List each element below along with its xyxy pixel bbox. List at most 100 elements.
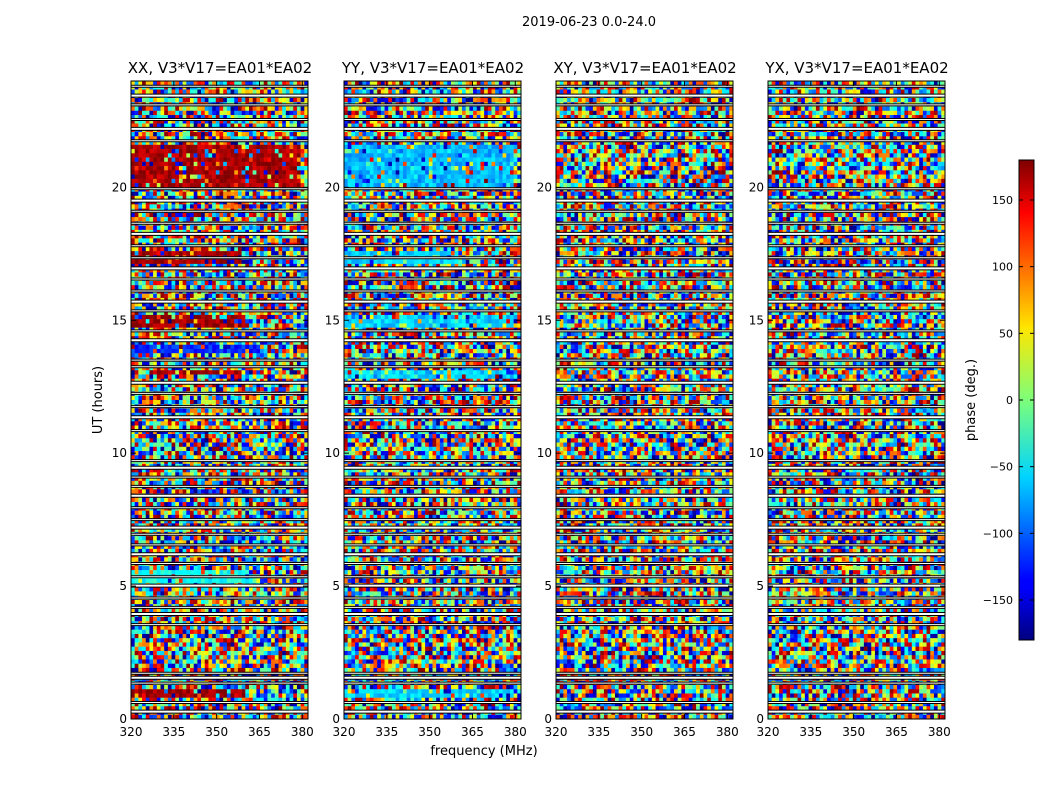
- phase-cell: [179, 247, 183, 252]
- phase-cell: [260, 170, 264, 175]
- phase-cell: [146, 162, 150, 167]
- phase-cell: [131, 204, 135, 209]
- phase-cell: [146, 315, 150, 320]
- phase-cell: [172, 374, 176, 379]
- phase-cell: [179, 447, 183, 452]
- phase-cell: [149, 332, 153, 337]
- phase-cell: [212, 447, 216, 452]
- phase-cell: [253, 438, 257, 443]
- phase-cell: [234, 438, 238, 443]
- phase-cell: [290, 111, 294, 116]
- phase-cell: [168, 170, 172, 175]
- phase-cell: [190, 153, 194, 158]
- phase-cell: [223, 345, 227, 350]
- phase-cell: [282, 145, 286, 150]
- phase-cell: [179, 192, 183, 197]
- phase-cell: [290, 247, 294, 252]
- phase-cell: [208, 285, 212, 290]
- phase-cell: [290, 374, 294, 379]
- phase-cell: [293, 323, 297, 328]
- phase-cell: [146, 166, 150, 171]
- phase-cell: [175, 238, 179, 243]
- phase-cell: [190, 481, 194, 486]
- phase-cell: [286, 192, 290, 197]
- phase-cell: [153, 349, 157, 354]
- phase-cell: [223, 421, 227, 426]
- phase-cell: [242, 226, 246, 231]
- phase-cell: [194, 226, 198, 231]
- phase-cell: [149, 272, 153, 277]
- phase-cell: [249, 158, 253, 163]
- phase-cell: [293, 90, 297, 95]
- phase-cell: [135, 226, 139, 231]
- phase-cell: [186, 421, 190, 426]
- phase-cell: [290, 162, 294, 167]
- phase-cell: [197, 149, 201, 154]
- phase-cell: [190, 370, 194, 375]
- phase-cell: [271, 489, 275, 494]
- phase-cell: [227, 434, 231, 439]
- phase-cell: [297, 247, 301, 252]
- phase-cell: [135, 170, 139, 175]
- phase-cell: [279, 226, 283, 231]
- phase-cell: [271, 183, 275, 188]
- phase-cell: [227, 323, 231, 328]
- phase-cell: [293, 132, 297, 137]
- phase-cell: [201, 251, 205, 256]
- phase-cell: [231, 451, 235, 456]
- phase-cell: [234, 217, 238, 222]
- phase-cell: [138, 409, 142, 414]
- phase-cell: [194, 332, 198, 337]
- phase-cell: [142, 345, 146, 350]
- phase-cell: [157, 158, 161, 163]
- phase-cell: [157, 149, 161, 154]
- phase-cell: [186, 158, 190, 163]
- phase-cell: [186, 204, 190, 209]
- phase-cell: [282, 294, 286, 299]
- phase-cell: [183, 107, 187, 112]
- phase-cell: [175, 213, 179, 218]
- phase-cell: [267, 183, 271, 188]
- phase-cell: [190, 489, 194, 494]
- phase-cell: [205, 451, 209, 456]
- phase-cell: [157, 370, 161, 375]
- phase-cell: [271, 323, 275, 328]
- phase-cell: [271, 132, 275, 137]
- phase-cell: [275, 511, 279, 515]
- phase-cell: [142, 179, 146, 184]
- phase-cell: [183, 511, 187, 515]
- phase-cell: [223, 502, 227, 507]
- phase-cell: [149, 192, 153, 197]
- phase-cell: [290, 323, 294, 328]
- phase-cell: [238, 98, 242, 103]
- phase-cell: [271, 421, 275, 426]
- phase-cell: [153, 98, 157, 103]
- phase-cell: [168, 153, 172, 158]
- phase-cell: [234, 323, 238, 328]
- phase-cell: [223, 175, 227, 180]
- phase-cell: [131, 498, 135, 503]
- phase-cell: [168, 502, 172, 507]
- phase-cell: [279, 170, 283, 175]
- phase-cell: [194, 511, 198, 515]
- phase-cell: [131, 349, 135, 354]
- phase-cell: [190, 183, 194, 188]
- phase-cell: [256, 396, 260, 401]
- phase-cell: [212, 434, 216, 439]
- phase-cell: [212, 145, 216, 150]
- phase-cell: [164, 281, 168, 286]
- phase-cell: [172, 353, 176, 358]
- phase-cell: [286, 132, 290, 137]
- phase-cell: [253, 489, 257, 494]
- phase-cell: [186, 387, 190, 392]
- phase-cell: [205, 481, 209, 486]
- phase-cell: [161, 192, 165, 197]
- phase-cell: [271, 107, 275, 112]
- phase-cell: [297, 323, 301, 328]
- phase-cell: [279, 213, 283, 218]
- phase-cell: [297, 213, 301, 218]
- phase-cell: [172, 396, 176, 401]
- phase-cell: [186, 90, 190, 95]
- phase-cell: [186, 353, 190, 358]
- phase-cell: [249, 272, 253, 277]
